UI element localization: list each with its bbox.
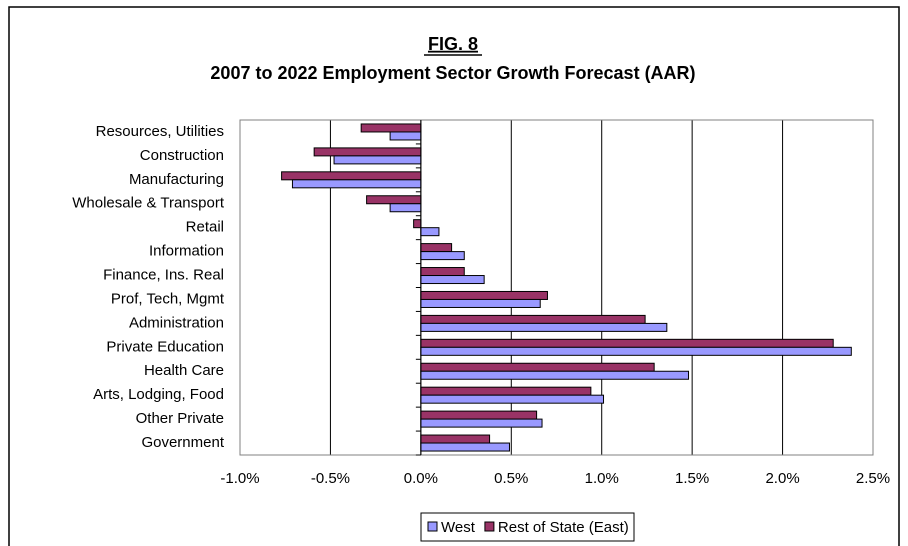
legend-label: West [441, 519, 476, 536]
x-tick-label: 2.0% [765, 470, 799, 487]
x-tick-label: 2.5% [856, 470, 890, 487]
bar [291, 179, 422, 189]
bar [389, 131, 422, 141]
plot-border [239, 119, 874, 456]
y-tick-label: Other Private [136, 410, 224, 427]
y-tick-label: Government [141, 434, 224, 451]
legend-swatch [484, 521, 495, 532]
legend-swatch [427, 521, 438, 532]
legend-box [420, 512, 635, 542]
bar [333, 155, 422, 165]
bar [360, 123, 422, 133]
bar [420, 362, 655, 372]
bar [420, 243, 453, 253]
legend-label: Rest of State (East) [498, 519, 629, 536]
y-tick-label: Manufacturing [129, 171, 224, 188]
y-tick-label: Finance, Ins. Real [103, 267, 224, 284]
bar [420, 227, 440, 237]
bar [420, 251, 465, 261]
x-tick-label: 0.0% [404, 470, 438, 487]
bar [420, 386, 592, 396]
plot-area [240, 120, 873, 455]
bar [366, 195, 422, 205]
figure-label: FIG. 8 [428, 34, 478, 54]
x-tick-label: 1.0% [585, 470, 619, 487]
y-tick-label: Administration [129, 314, 224, 331]
x-tick-label: 0.5% [494, 470, 528, 487]
x-tick-label: -1.0% [220, 470, 259, 487]
y-tick-label: Information [149, 243, 224, 260]
bar [413, 219, 422, 229]
bar [420, 314, 646, 324]
y-tick-label: Resources, Utilities [96, 123, 224, 140]
bar [420, 346, 852, 356]
y-tick-label: Health Care [144, 362, 224, 379]
x-tick-label: -0.5% [311, 470, 350, 487]
x-tick-label: 1.5% [675, 470, 709, 487]
bar [420, 410, 538, 420]
y-tick-label: Construction [140, 147, 224, 164]
y-tick-label: Prof, Tech, Mgmt [111, 290, 225, 307]
bar [420, 370, 690, 380]
bar [420, 394, 605, 404]
y-tick-label: Arts, Lodging, Food [93, 386, 224, 403]
bar [420, 298, 541, 308]
bar [420, 322, 668, 332]
bar [420, 267, 465, 277]
y-tick-label: Private Education [106, 338, 224, 355]
y-tick-label: Retail [186, 219, 224, 236]
bar [420, 434, 491, 444]
bar [420, 338, 834, 348]
bar [420, 418, 543, 428]
bar [389, 203, 422, 213]
bar [281, 171, 422, 181]
chart-title: 2007 to 2022 Employment Sector Growth Fo… [210, 63, 695, 83]
bar [420, 290, 548, 300]
bar [420, 275, 485, 285]
bar [420, 442, 510, 452]
y-tick-label: Wholesale & Transport [72, 195, 225, 212]
bar [313, 147, 422, 157]
